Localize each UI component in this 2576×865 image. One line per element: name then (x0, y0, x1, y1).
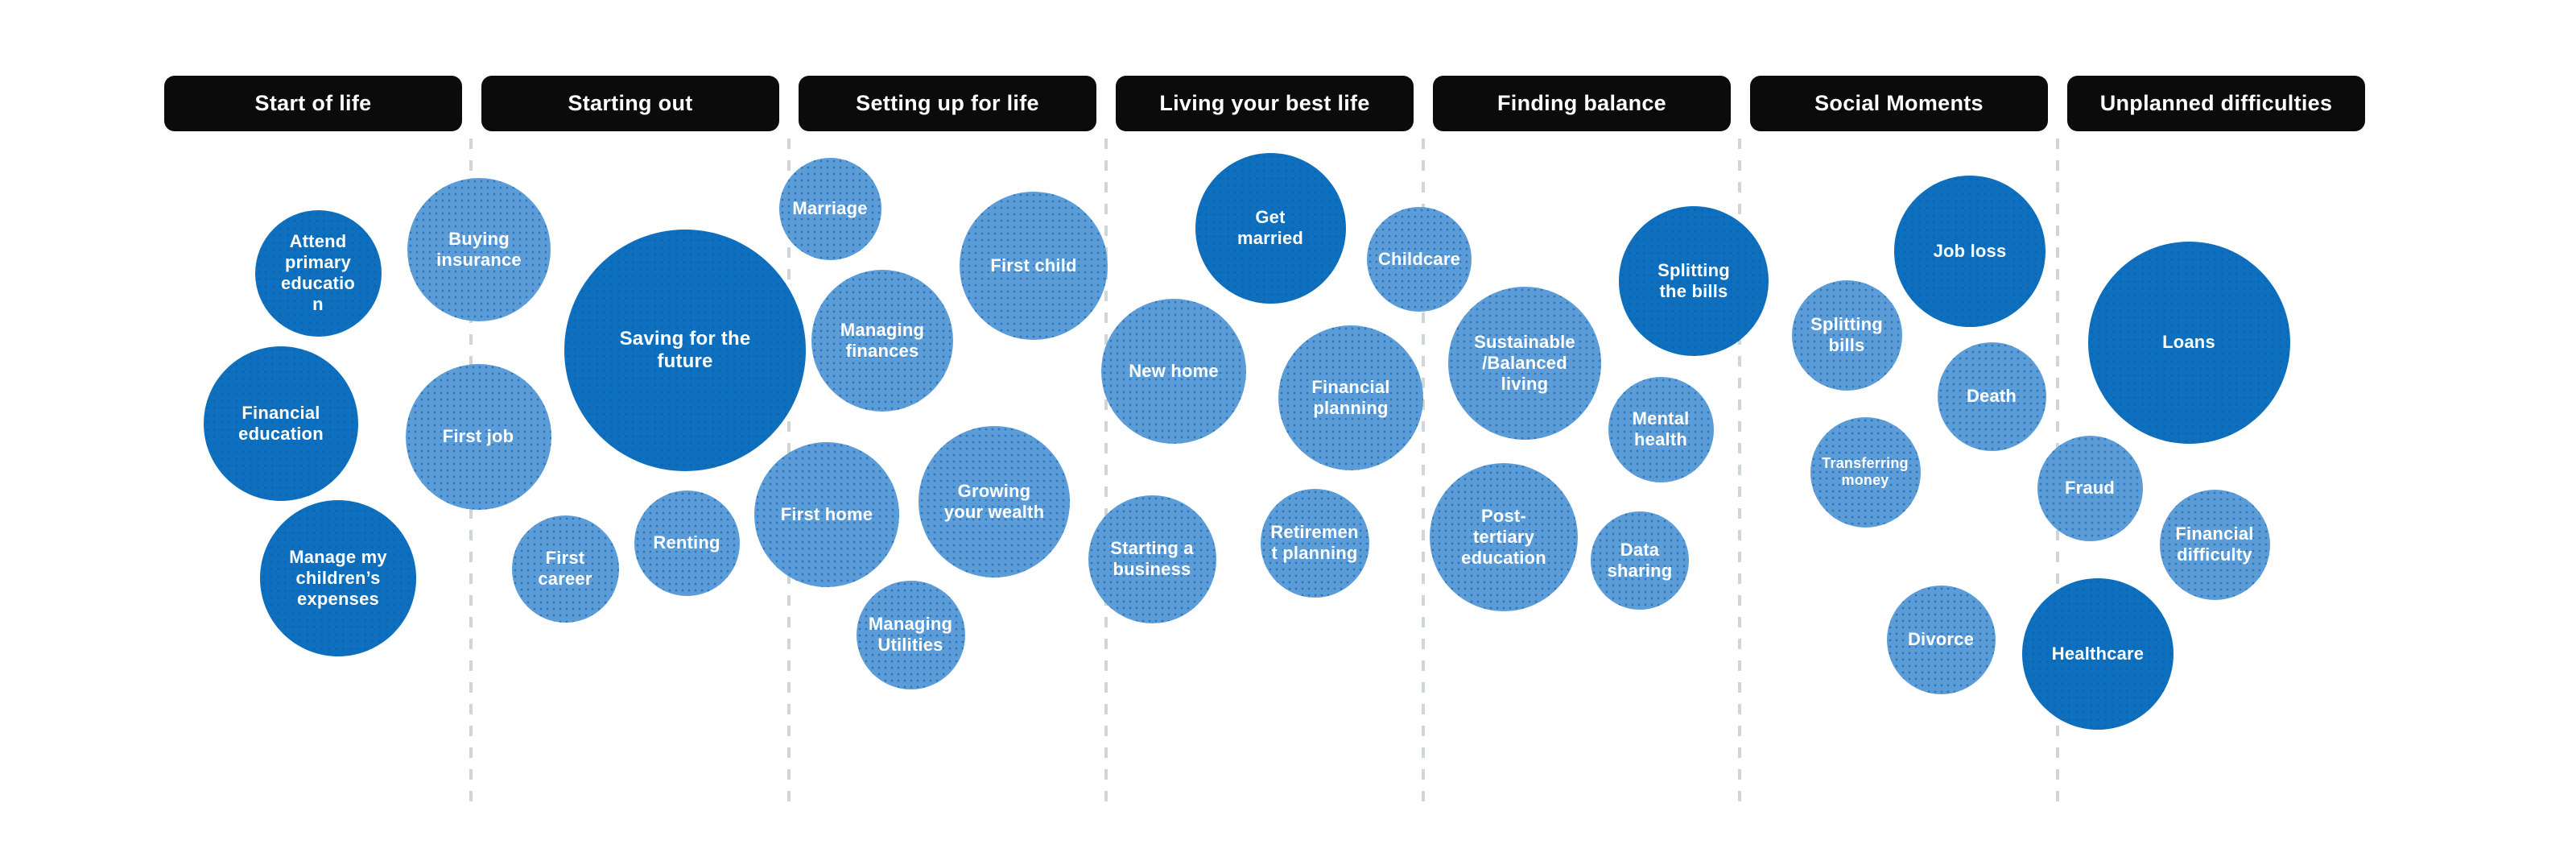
bubble-label-financial-education: Financial education (238, 403, 324, 444)
bubble-label-job-loss: Job loss (1933, 241, 2007, 262)
bubble-label-first-home: First home (780, 504, 873, 525)
bubble-label-manage-my-childrens-expenses: Manage my children’s expenses (289, 547, 387, 609)
bubble-label-first-job: First job (442, 426, 514, 447)
bubble-label-healthcare: Healthcare (2051, 644, 2145, 664)
bubble-splitting-bills: Splitting bills (1791, 279, 1902, 391)
bubble-first-child: First child (960, 192, 1108, 340)
bubble-attend-primary-education: Attend primary educatio n (254, 209, 382, 337)
bubble-label-marriage: Marriage (792, 198, 868, 219)
bubble-label-attend-primary-education: Attend primary educatio n (280, 231, 356, 314)
bubble-death: Death (1937, 341, 2046, 451)
bubble-sustainable-balanced-living: Sustainable /Balanced living (1448, 287, 1601, 440)
bubble-first-home: First home (754, 442, 899, 587)
bubble-label-sustainable-balanced-living: Sustainable /Balanced living (1474, 332, 1575, 394)
bubble-financial-education: Financial education (204, 346, 358, 501)
bubble-loans: Loans (2087, 241, 2290, 444)
bubble-renting: Renting (634, 490, 740, 596)
bubble-saving-for-the-future: Saving for the future (564, 230, 806, 471)
bubble-label-childcare: Childcare (1377, 249, 1461, 270)
column-header-start-of-life: Start of life (164, 76, 462, 131)
bubble-job-loss: Job loss (1894, 176, 2046, 327)
bubble-label-data-sharing: Data sharing (1607, 540, 1673, 581)
column-header-unplanned-difficulties: Unplanned difficulties (2067, 76, 2365, 131)
column-header-starting-out: Starting out (481, 76, 779, 131)
bubble-healthcare: Healthcare (2022, 578, 2174, 730)
bubble-label-managing-finances: Managing finances (840, 320, 925, 361)
bubble-retirement-planning: Retiremen t planning (1260, 488, 1369, 598)
bubble-label-financial-difficulty: Financial difficulty (2175, 524, 2254, 565)
bubble-label-mental-health: Mental health (1632, 408, 1690, 449)
bubble-financial-planning: Financial planning (1278, 325, 1423, 470)
column-separator-4 (1422, 139, 1425, 805)
bubble-starting-a-business: Starting a business (1088, 495, 1216, 623)
bubble-label-get-married: Get married (1236, 207, 1304, 248)
bubble-label-transferring-money: Transferring money (1822, 454, 1909, 488)
bubble-label-fraud: Fraud (2064, 478, 2116, 499)
bubble-label-growing-your-wealth: Growing your wealth (943, 481, 1045, 522)
bubble-label-saving-for-the-future: Saving for the future (619, 327, 751, 372)
bubble-label-retirement-planning: Retiremen t planning (1270, 522, 1359, 563)
bubble-label-death: Death (1966, 386, 2017, 407)
column-header-social-moments: Social Moments (1750, 76, 2048, 131)
bubble-financial-difficulty: Financial difficulty (2159, 489, 2270, 600)
bubble-first-job: First job (405, 363, 551, 510)
bubble-label-loans: Loans (2162, 332, 2215, 353)
bubble-label-first-career: First career (538, 548, 592, 589)
bubble-label-divorce: Divorce (1907, 629, 1975, 650)
bubble-childcare: Childcare (1367, 207, 1472, 312)
bubble-label-buying-insurance: Buying insurance (436, 229, 522, 270)
bubble-label-splitting-bills: Splitting bills (1810, 314, 1883, 355)
bubble-managing-finances: Managing finances (811, 270, 953, 412)
bubble-marriage: Marriage (778, 157, 881, 260)
bubble-growing-your-wealth: Growing your wealth (919, 426, 1070, 577)
bubble-managing-utilities: Managing Utilities (856, 580, 965, 689)
bubble-first-career: First career (511, 515, 619, 623)
column-header-setting-up-for-life: Setting up for life (799, 76, 1096, 131)
bubble-label-managing-utilities: Managing Utilities (868, 614, 953, 655)
column-header-living-your-best-life: Living your best life (1116, 76, 1414, 131)
bubble-label-splitting-the-bills: Splitting the bills (1657, 260, 1730, 301)
bubble-label-first-child: First child (990, 255, 1077, 276)
bubble-buying-insurance: Buying insurance (407, 178, 551, 321)
bubble-label-renting: Renting (653, 532, 720, 553)
bubble-label-financial-planning: Financial planning (1311, 377, 1390, 418)
column-header-finding-balance: Finding balance (1433, 76, 1731, 131)
bubble-label-new-home: New home (1129, 361, 1219, 382)
bubble-post-tertiary-education: Post- tertiary education (1430, 463, 1578, 611)
bubble-divorce: Divorce (1886, 585, 1996, 694)
bubble-get-married: Get married (1195, 152, 1346, 304)
bubble-manage-my-childrens-expenses: Manage my children’s expenses (260, 500, 416, 656)
bubble-splitting-the-bills: Splitting the bills (1619, 206, 1769, 356)
bubble-label-starting-a-business: Starting a business (1110, 538, 1194, 579)
bubble-mental-health: Mental health (1608, 376, 1714, 482)
bubble-new-home: New home (1101, 299, 1246, 444)
column-separator-3 (1104, 139, 1108, 805)
bubble-fraud: Fraud (2037, 435, 2143, 541)
bubble-data-sharing: Data sharing (1591, 511, 1689, 610)
bubble-label-post-tertiary-education: Post- tertiary education (1461, 506, 1546, 568)
column-separator-5 (1738, 139, 1741, 805)
bubble-transferring-money: Transferring money (1810, 416, 1921, 528)
